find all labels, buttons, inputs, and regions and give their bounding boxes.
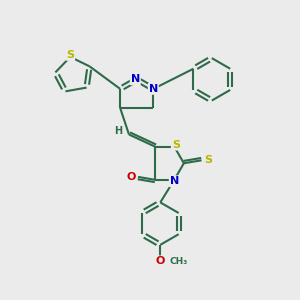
Text: S: S (204, 155, 212, 165)
Text: S: S (66, 50, 74, 60)
Text: CH₃: CH₃ (170, 257, 188, 266)
Text: H: H (114, 126, 122, 136)
Text: N: N (170, 176, 179, 186)
Text: O: O (127, 172, 136, 182)
Text: N: N (131, 74, 140, 84)
Text: N: N (149, 84, 158, 94)
Text: S: S (172, 140, 180, 150)
Text: O: O (156, 256, 165, 266)
